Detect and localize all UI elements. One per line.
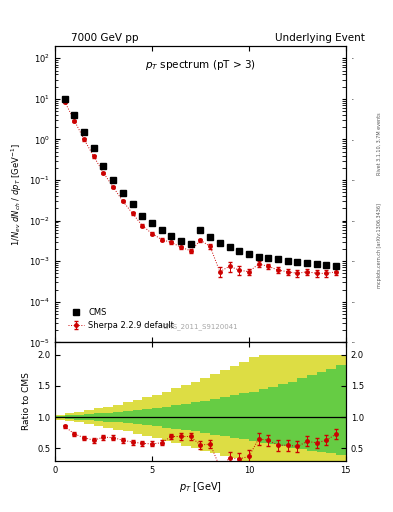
CMS xyxy=(169,233,174,239)
CMS xyxy=(101,163,106,169)
X-axis label: $p_T$ [GeV]: $p_T$ [GeV] xyxy=(179,480,222,494)
CMS xyxy=(62,96,67,102)
CMS xyxy=(285,258,290,264)
CMS xyxy=(121,190,125,196)
CMS xyxy=(82,129,86,135)
CMS xyxy=(246,251,251,257)
CMS xyxy=(188,241,193,247)
CMS xyxy=(72,112,77,118)
CMS xyxy=(217,240,222,246)
Legend: CMS, Sherpa 2.2.9 default: CMS, Sherpa 2.2.9 default xyxy=(65,305,177,332)
Text: mcplots.cern.ch [arXiv:1306.3436]: mcplots.cern.ch [arXiv:1306.3436] xyxy=(377,203,382,288)
Y-axis label: Ratio to CMS: Ratio to CMS xyxy=(22,373,31,431)
CMS xyxy=(150,220,154,226)
CMS xyxy=(179,238,184,244)
Y-axis label: $1/N_{ev}\ dN_{ch}\ /\ dp_T\ [\mathrm{GeV}^{-1}]$: $1/N_{ev}\ dN_{ch}\ /\ dp_T\ [\mathrm{Ge… xyxy=(9,143,24,246)
CMS xyxy=(334,263,338,269)
Line: CMS: CMS xyxy=(62,96,339,269)
CMS xyxy=(256,253,261,260)
Text: Underlying Event: Underlying Event xyxy=(275,33,365,44)
CMS xyxy=(208,233,213,240)
CMS xyxy=(275,257,280,263)
Text: $p_T$ spectrum (pT > 3): $p_T$ spectrum (pT > 3) xyxy=(145,58,256,72)
CMS xyxy=(159,227,164,233)
Text: CMS_2011_S9120041: CMS_2011_S9120041 xyxy=(163,324,238,330)
CMS xyxy=(130,201,135,207)
CMS xyxy=(305,260,309,266)
CMS xyxy=(198,226,203,232)
CMS xyxy=(111,177,116,183)
CMS xyxy=(314,261,319,267)
CMS xyxy=(140,213,145,219)
CMS xyxy=(295,259,300,265)
Text: 7000 GeV pp: 7000 GeV pp xyxy=(71,33,138,44)
CMS xyxy=(92,145,96,152)
CMS xyxy=(237,248,242,254)
Text: Rivet 3.1.10, 3.7M events: Rivet 3.1.10, 3.7M events xyxy=(377,112,382,175)
CMS xyxy=(227,244,232,250)
CMS xyxy=(266,255,271,261)
CMS xyxy=(324,262,329,268)
